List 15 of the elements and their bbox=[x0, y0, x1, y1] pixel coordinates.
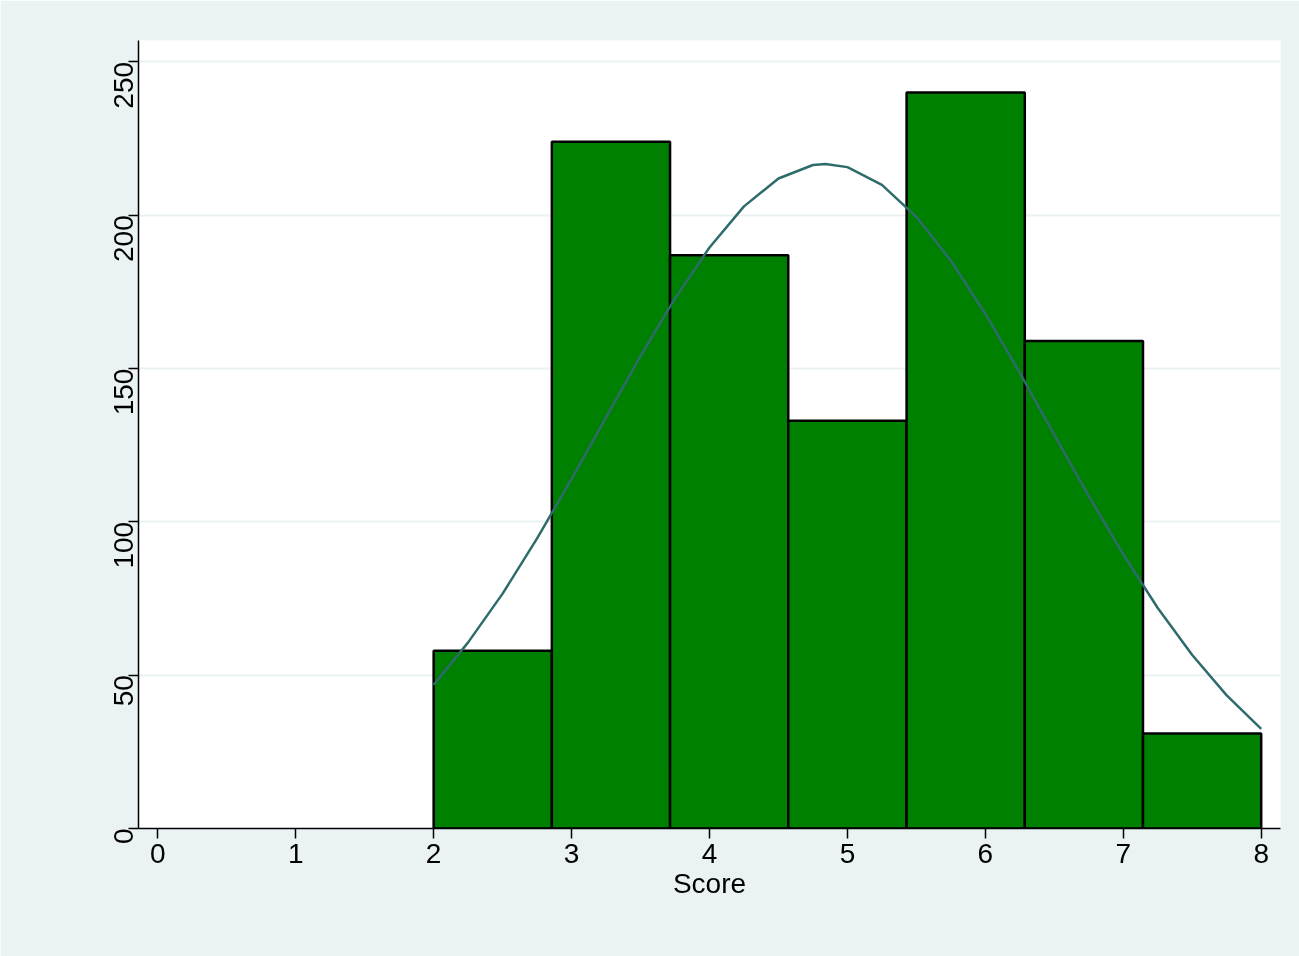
y-tick-label: 50 bbox=[108, 675, 139, 707]
x-tick-label: 7 bbox=[1115, 837, 1132, 869]
x-axis-title: Score bbox=[672, 867, 747, 899]
y-tick-label: 200 bbox=[108, 215, 139, 262]
x-tick-label: 8 bbox=[1253, 837, 1269, 869]
x-tick-label: 2 bbox=[425, 837, 442, 869]
x-tick-label: 3 bbox=[563, 837, 580, 869]
x-tick-label: 1 bbox=[287, 837, 304, 869]
y-tick-label: 100 bbox=[108, 521, 139, 569]
y-tick-label: 250 bbox=[108, 61, 139, 109]
x-tick-label: 4 bbox=[701, 837, 718, 869]
x-tick-label: 0 bbox=[150, 837, 166, 869]
y-tick-label: 150 bbox=[108, 368, 139, 416]
x-tick-label: 6 bbox=[977, 837, 994, 869]
x-tick-label: 5 bbox=[839, 837, 856, 869]
